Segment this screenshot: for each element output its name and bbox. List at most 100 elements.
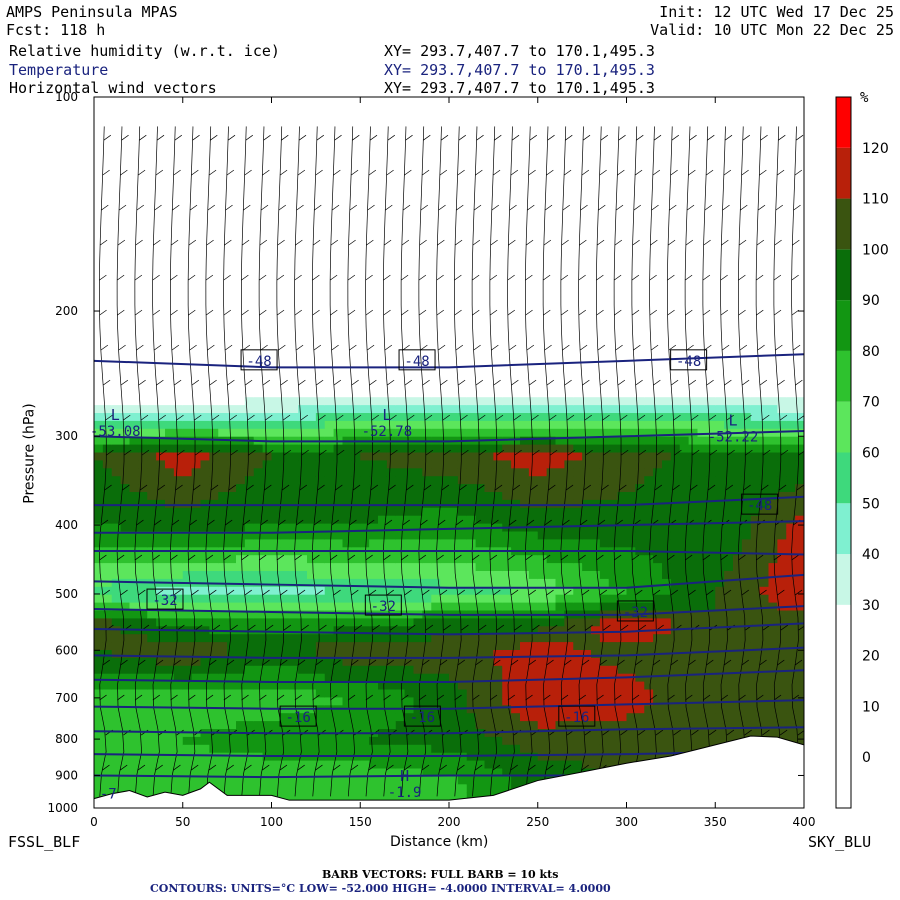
rh-cell <box>528 397 539 406</box>
rh-cell <box>156 183 166 193</box>
rh-cell <box>94 650 104 659</box>
rh-cell <box>386 531 397 540</box>
rh-cell <box>457 270 468 280</box>
rh-cell <box>431 689 441 698</box>
rh-cell <box>156 650 166 659</box>
rh-cell <box>333 294 344 303</box>
rh-cell <box>298 405 308 414</box>
rh-cell <box>244 357 255 367</box>
rh-cell <box>537 152 548 161</box>
rh-cell <box>537 341 548 351</box>
rh-cell <box>182 199 193 209</box>
rh-cell <box>449 492 459 501</box>
rh-cell <box>386 665 397 675</box>
rh-cell <box>484 183 494 193</box>
rh-cell <box>360 523 370 533</box>
rh-cell <box>218 294 228 303</box>
rh-cell <box>546 215 557 224</box>
rh-cell <box>94 689 104 698</box>
rh-cell <box>511 634 521 643</box>
rh-cell <box>395 784 406 793</box>
rh-cell <box>351 650 361 659</box>
rh-cell <box>218 768 228 777</box>
rh-cell <box>307 744 317 754</box>
rh-cell <box>466 586 477 596</box>
rh-cell <box>369 784 379 793</box>
rh-cell <box>165 428 175 438</box>
rh-cell <box>502 397 512 406</box>
rh-cell <box>484 389 494 398</box>
rh-cell <box>147 736 157 746</box>
rh-cell <box>94 768 104 777</box>
rh-cell <box>156 586 166 596</box>
rh-cell <box>236 420 246 430</box>
rh-cell <box>262 642 273 651</box>
rh-cell <box>573 278 583 288</box>
rh-cell <box>209 286 219 296</box>
rh-cell <box>324 278 335 288</box>
rh-cell <box>271 776 281 785</box>
rh-cell <box>342 357 352 367</box>
rh-cell <box>244 247 255 256</box>
rh-cell <box>315 578 326 588</box>
rh-cell <box>378 586 388 596</box>
rh-cell <box>422 452 432 461</box>
rh-cell <box>404 602 415 612</box>
rh-cell <box>165 571 175 580</box>
rh-cell <box>351 373 361 382</box>
rh-cell <box>324 199 335 209</box>
rh-cell <box>546 405 557 414</box>
rh-cell <box>378 120 388 130</box>
rh-cell <box>200 270 210 280</box>
rh-cell <box>466 262 477 272</box>
rh-cell <box>289 420 299 430</box>
rh-cell <box>94 492 104 501</box>
rh-cell <box>457 760 468 770</box>
rh-cell <box>102 484 113 493</box>
rh-cell <box>307 199 317 209</box>
rh-cell <box>191 239 202 248</box>
rh-cell <box>386 539 397 548</box>
rh-cell <box>102 586 113 596</box>
rh-cell <box>182 255 193 264</box>
rh-cell <box>271 492 281 501</box>
rh-cell <box>466 618 477 627</box>
rh-cell <box>120 452 131 461</box>
rh-cell <box>431 286 441 296</box>
rh-cell <box>457 697 468 706</box>
rh-cell <box>120 642 131 651</box>
rh-cell <box>360 413 370 422</box>
rh-cell <box>218 555 228 564</box>
rh-cell <box>165 768 175 777</box>
rh-cell <box>315 665 326 675</box>
rh-cell <box>227 223 237 232</box>
rh-cell <box>404 207 415 217</box>
rh-cell <box>520 571 530 580</box>
rh-cell <box>315 634 326 643</box>
rh-cell <box>369 444 379 454</box>
rh-cell <box>307 444 317 454</box>
rh-cell <box>360 341 370 351</box>
rh-cell <box>218 444 228 454</box>
rh-cell <box>422 586 432 596</box>
rh-cell <box>386 262 397 272</box>
rh-cell <box>333 215 344 224</box>
rh-cell <box>111 689 122 698</box>
rh-cell <box>102 278 113 288</box>
rh-cell <box>546 136 557 145</box>
rh-cell <box>253 278 264 288</box>
rh-cell <box>573 420 583 430</box>
rh-cell <box>138 555 148 564</box>
rh-cell <box>244 373 255 382</box>
rh-cell <box>209 239 219 248</box>
rh-cell <box>395 270 406 280</box>
rh-cell <box>351 341 361 351</box>
rh-cell <box>236 531 246 540</box>
rh-cell <box>546 626 557 635</box>
rh-cell <box>440 523 450 533</box>
rh-cell <box>360 294 370 303</box>
rh-cell <box>182 618 193 627</box>
rh-cell <box>102 468 113 477</box>
rh-cell <box>537 444 548 454</box>
rh-cell <box>378 223 388 232</box>
